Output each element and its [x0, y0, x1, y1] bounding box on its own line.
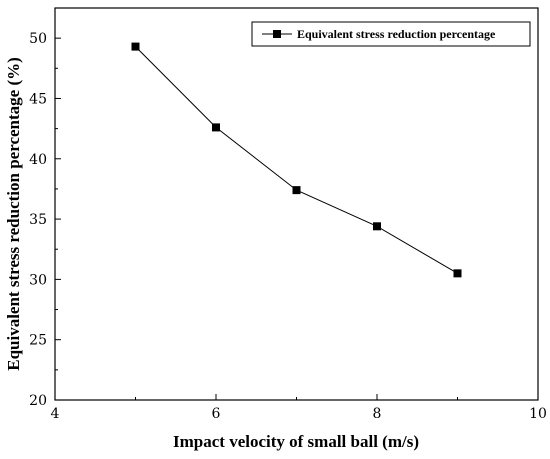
series-line	[135, 46, 458, 274]
x-axis-title: Impact velocity of small ball (m/s)	[173, 432, 419, 451]
data-point-marker	[373, 222, 381, 231]
series-layer	[131, 42, 462, 278]
x-tick-label: 10	[529, 406, 547, 422]
y-axis-title: Equivalent stress reduction percentage (…	[4, 57, 23, 371]
data-point-marker	[453, 269, 462, 278]
y-tick-label: 25	[29, 333, 47, 349]
y-tick-label: 40	[29, 152, 47, 168]
x-axis: 4 6 8 10	[51, 394, 547, 422]
legend: Equivalent stress reduction percentage	[251, 21, 531, 47]
data-point-marker	[212, 123, 220, 132]
plot-frame	[54, 7, 539, 401]
x-tick-label: 6	[212, 406, 221, 422]
y-tick-label: 20	[29, 393, 47, 409]
y-tick-label: 35	[29, 212, 47, 228]
x-tick-label: 8	[373, 406, 382, 422]
y-tick-label: 30	[29, 272, 47, 288]
x-tick-label: 4	[51, 406, 60, 422]
y-axis: 20 25 30 35 40 45 50	[29, 7, 61, 409]
data-point-marker	[131, 42, 140, 51]
y-tick-label: 45	[29, 91, 47, 107]
data-point-marker	[292, 186, 301, 195]
legend-box	[251, 21, 531, 47]
legend-marker-swatch	[273, 30, 281, 38]
legend-label: Equivalent stress reduction percentage	[297, 27, 496, 41]
plot-area	[54, 7, 539, 401]
y-tick-label: 50	[29, 31, 47, 47]
